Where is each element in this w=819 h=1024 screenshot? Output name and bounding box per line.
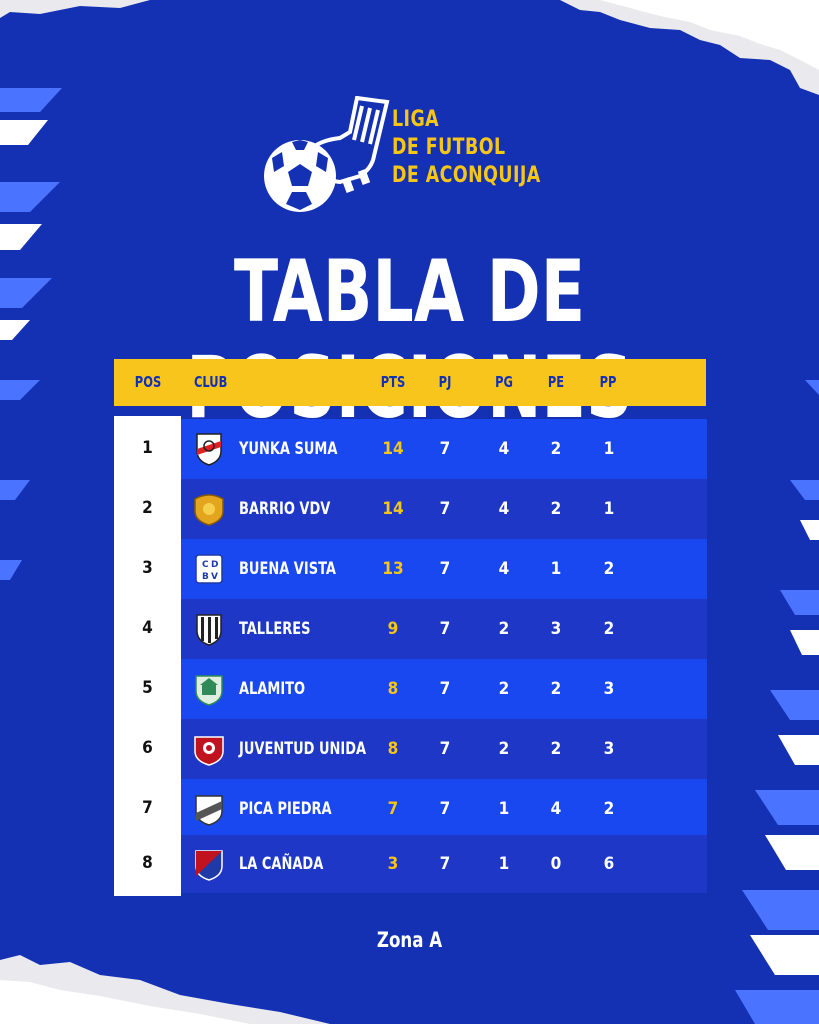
cell-pg: 1 <box>498 799 510 819</box>
table-row: LA CAÑADA 3 7 1 0 6 <box>181 835 707 893</box>
cell-pts: 7 <box>387 799 399 819</box>
row-position: 6 <box>142 738 153 758</box>
league-line1: LIGA <box>392 107 440 132</box>
cell-pg: 2 <box>498 679 510 699</box>
svg-text:C: C <box>202 560 209 570</box>
club-name: PICA PIEDRA <box>239 799 332 819</box>
cell-pts: 8 <box>387 679 399 699</box>
row-position: 7 <box>142 798 153 818</box>
green-house-crest-icon <box>191 671 227 707</box>
table-row: JUVENTUD UNIDA 8 7 2 2 3 <box>181 719 707 779</box>
cell-pj: 7 <box>439 619 451 639</box>
cell-pp: 2 <box>603 619 615 639</box>
gold-shield-crest-icon <box>191 491 227 527</box>
cell-pg: 4 <box>498 499 510 519</box>
page-title: TABLA DE POSICIONES <box>186 242 633 436</box>
cell-pj: 7 <box>439 854 451 874</box>
cell-pts: 14 <box>382 499 404 519</box>
cell-pp: 6 <box>603 854 615 874</box>
cell-pp: 1 <box>603 439 615 459</box>
cell-pe: 2 <box>550 499 562 519</box>
cell-pj: 7 <box>439 559 451 579</box>
svg-text:D: D <box>211 560 218 570</box>
cell-pj: 7 <box>439 739 451 759</box>
row-position: 8 <box>142 853 153 873</box>
cell-pj: 7 <box>439 799 451 819</box>
cell-pj: 7 <box>439 679 451 699</box>
table-row: TALLERES 9 7 2 3 2 <box>181 599 707 659</box>
cell-pg: 4 <box>498 439 510 459</box>
league-line2: DE FUTBOL <box>392 135 506 160</box>
league-name: LIGA DE FUTBOL DE ACONQUIJA <box>392 106 541 190</box>
cell-pe: 1 <box>550 559 562 579</box>
cell-pj: 7 <box>439 499 451 519</box>
cell-pp: 2 <box>603 559 615 579</box>
cell-pg: 2 <box>498 619 510 639</box>
table-row: PICA PIEDRA 7 7 1 4 2 <box>181 779 707 839</box>
header-pp: PP <box>599 373 617 391</box>
cell-pg: 2 <box>498 739 510 759</box>
club-name: LA CAÑADA <box>239 854 324 874</box>
club-name: BUENA VISTA <box>239 559 336 579</box>
row-position: 2 <box>142 498 153 518</box>
grey-band-crest-icon <box>191 791 227 827</box>
cell-pts: 8 <box>387 739 399 759</box>
row-position: 3 <box>142 558 153 578</box>
table-row: BARRIO VDV 14 7 4 2 1 <box>181 479 707 539</box>
table-row: ALAMITO 8 7 2 2 3 <box>181 659 707 719</box>
cell-pe: 2 <box>550 439 562 459</box>
cell-pe: 0 <box>550 854 562 874</box>
header-pos: POS <box>134 373 162 391</box>
cell-pe: 2 <box>550 739 562 759</box>
cell-pg: 1 <box>498 854 510 874</box>
cell-pp: 1 <box>603 499 615 519</box>
table-header: POS CLUB PTS PJ PG PE PP <box>114 359 706 406</box>
cell-pg: 4 <box>498 559 510 579</box>
cell-pp: 2 <box>603 799 615 819</box>
header-pts: PTS <box>380 373 406 391</box>
club-name: JUVENTUD UNIDA <box>239 739 367 759</box>
svg-text:V: V <box>211 572 218 582</box>
cell-pts: 9 <box>387 619 399 639</box>
red-shield-crest-icon <box>191 731 227 767</box>
svg-text:B: B <box>202 572 209 582</box>
cell-pp: 3 <box>603 679 615 699</box>
zone-label: Zona A <box>376 928 443 952</box>
soccer-ball-and-boot-icon <box>264 96 390 212</box>
club-name: BARRIO VDV <box>239 499 331 519</box>
header-pj: PJ <box>438 373 452 391</box>
row-position: 5 <box>142 678 153 698</box>
cell-pts: 13 <box>382 559 404 579</box>
table-row: C D B V BUENA VISTA 13 7 4 1 2 <box>181 539 707 599</box>
red-blue-crest-icon <box>191 846 227 882</box>
cell-pe: 3 <box>550 619 562 639</box>
club-name: YUNKA SUMA <box>239 439 338 459</box>
header-pe: PE <box>547 373 565 391</box>
cell-pe: 4 <box>550 799 562 819</box>
header-club: CLUB <box>194 373 228 391</box>
header-pg: PG <box>495 373 513 391</box>
cell-pts: 14 <box>382 439 404 459</box>
row-position: 4 <box>142 618 153 638</box>
cell-pts: 3 <box>387 854 399 874</box>
cell-pp: 3 <box>603 739 615 759</box>
position-column <box>114 416 181 896</box>
club-name: TALLERES <box>239 619 311 639</box>
striped-crest-icon <box>191 611 227 647</box>
cell-pj: 7 <box>439 439 451 459</box>
league-line3: DE ACONQUIJA <box>392 163 541 188</box>
club-name: ALAMITO <box>239 679 306 699</box>
river-style-crest-icon <box>191 431 227 467</box>
cell-pe: 2 <box>550 679 562 699</box>
row-position: 1 <box>142 438 153 458</box>
table-row: YUNKA SUMA 14 7 4 2 1 <box>181 419 707 479</box>
